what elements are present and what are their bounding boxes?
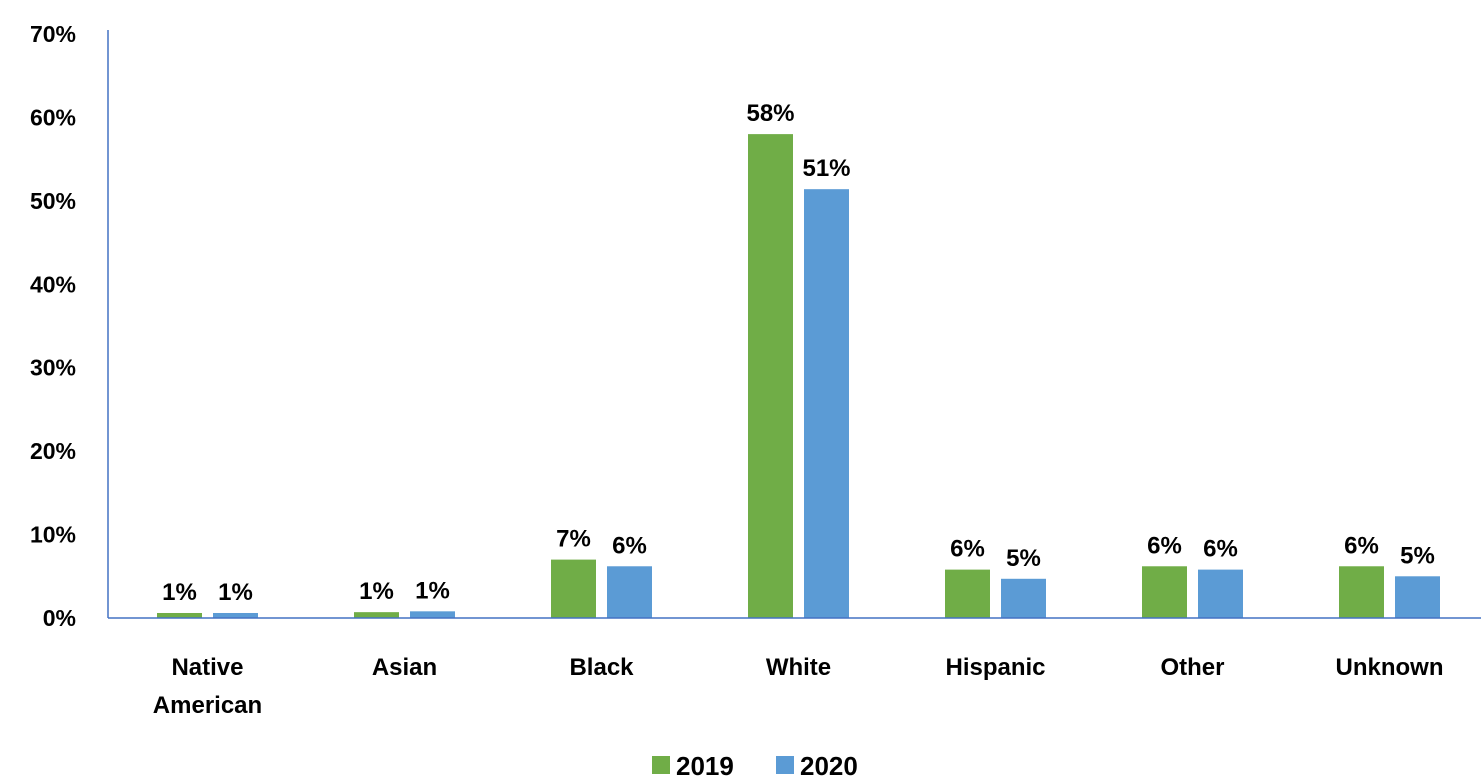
y-tick-label: 40%: [30, 271, 76, 297]
bar-2019-6: [1339, 566, 1384, 618]
data-label-2019-4: 6%: [950, 536, 985, 563]
bar-2020-0: [213, 612, 258, 618]
data-label-2019-0: 1%: [162, 579, 197, 606]
bar-2019-0: [157, 612, 202, 618]
data-label-2020-5: 6%: [1203, 536, 1238, 563]
bar-2020-3: [804, 189, 849, 619]
legend-label-2020: 2020: [800, 751, 858, 779]
y-tick-label: 30%: [30, 355, 76, 381]
x-category-label: Hispanic: [945, 654, 1045, 681]
bar-2020-4: [1001, 578, 1046, 618]
bar-2019-1: [354, 612, 399, 618]
y-tick-label: 20%: [30, 438, 76, 464]
bar-2019-5: [1142, 566, 1187, 618]
data-label-2020-6: 5%: [1400, 542, 1435, 569]
x-category-label: American: [153, 692, 262, 719]
x-category-label: White: [766, 654, 831, 681]
bar-2020-5: [1198, 569, 1243, 618]
bar-2020-2: [607, 566, 652, 618]
x-category-label: Other: [1160, 654, 1224, 681]
y-tick-label: 10%: [30, 522, 76, 548]
data-label-2020-1: 1%: [415, 577, 450, 604]
data-label-2019-3: 58%: [746, 100, 794, 127]
y-tick-label: 70%: [30, 21, 76, 47]
x-category-label: Unknown: [1336, 654, 1444, 681]
y-tick-label: 60%: [30, 104, 76, 130]
legend-swatch-2020: [776, 756, 794, 774]
data-label-2019-6: 6%: [1344, 532, 1379, 559]
x-category-label: Native: [171, 654, 243, 681]
y-tick-label: 50%: [30, 188, 76, 214]
x-category-label: Black: [569, 654, 634, 681]
legend-swatch-2019: [652, 756, 670, 774]
data-label-2020-0: 1%: [218, 579, 253, 606]
data-label-2020-3: 51%: [802, 155, 850, 182]
legend-label-2019: 2019: [676, 751, 734, 779]
bar-2020-6: [1395, 576, 1440, 618]
data-label-2020-2: 6%: [612, 532, 647, 559]
data-label-2020-4: 5%: [1006, 545, 1041, 572]
bar-2019-3: [748, 134, 793, 618]
x-category-label: Asian: [372, 654, 437, 681]
data-label-2019-5: 6%: [1147, 532, 1182, 559]
y-tick-label: 0%: [43, 605, 76, 631]
bar-2019-4: [945, 569, 990, 618]
data-label-2019-2: 7%: [556, 526, 591, 553]
data-label-2019-1: 1%: [359, 578, 394, 605]
bar-2019-2: [551, 559, 596, 618]
bar-2020-1: [410, 611, 455, 618]
